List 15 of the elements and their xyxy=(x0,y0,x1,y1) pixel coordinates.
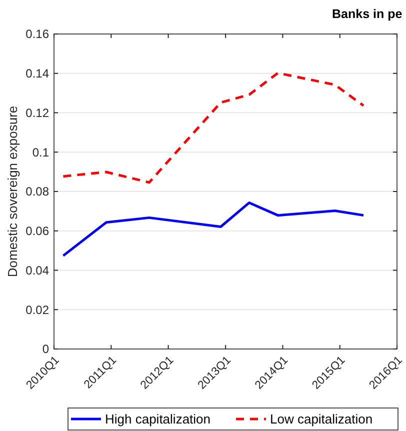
y-tick-label: 0.04 xyxy=(26,263,50,278)
y-tick-label: 0.12 xyxy=(26,106,50,120)
y-tick-label: 0.16 xyxy=(26,27,50,42)
chart-title: Banks in pe xyxy=(332,7,402,21)
y-tick-label: 0.1 xyxy=(32,145,50,160)
legend-label: High capitalization xyxy=(105,412,211,427)
y-axis-title: Domestic sovereign exposure xyxy=(5,106,20,278)
y-tick-label: 0.14 xyxy=(26,66,50,81)
y-tick-label: 0.08 xyxy=(26,184,50,199)
y-tick-label: 0 xyxy=(42,342,50,356)
legend-label: Low capitalization xyxy=(270,412,373,427)
line-series xyxy=(62,201,365,257)
y-tick-label: 0.06 xyxy=(26,224,50,238)
line-series xyxy=(62,72,365,184)
y-tick-label: 0.02 xyxy=(26,302,50,317)
